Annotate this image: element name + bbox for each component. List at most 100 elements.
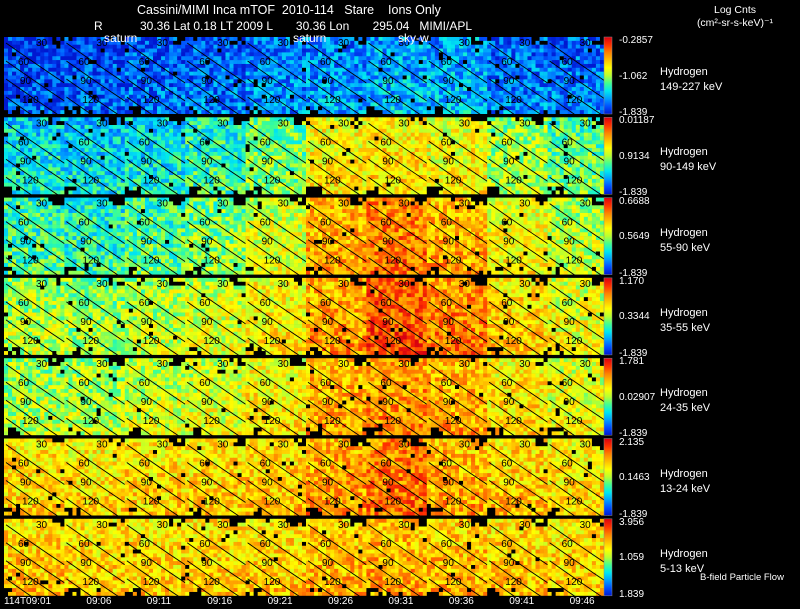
colorbar-title: Log Cnts (cm²-sr-s-keV)⁻¹ xyxy=(680,4,790,30)
contour-label: 90 xyxy=(141,76,153,87)
contour-line xyxy=(186,444,246,485)
contour-label: 90 xyxy=(322,397,334,408)
contour-label: 120 xyxy=(384,256,401,267)
contour-label: 90 xyxy=(382,478,394,489)
contour-label: 90 xyxy=(20,558,32,569)
contour-line xyxy=(247,381,307,423)
contour-line xyxy=(126,462,186,503)
contour-label: 120 xyxy=(22,416,39,427)
contour-label: 120 xyxy=(143,256,160,267)
image-frame: 30 60 90 120 xyxy=(64,277,126,379)
contour-label: 60 xyxy=(320,378,332,389)
contour-label: 90 xyxy=(322,478,334,489)
image-frame: 30 60 90 120 xyxy=(426,518,488,609)
contour-label: 60 xyxy=(139,137,151,148)
image-frame: 30 60 90 120 xyxy=(4,37,65,138)
contour-label: 30 xyxy=(278,38,290,49)
contour-label: 90 xyxy=(20,237,32,248)
contour-label: 60 xyxy=(18,298,30,309)
contour-label: 90 xyxy=(382,76,394,87)
image-frame: 30 60 90 120 xyxy=(4,117,65,218)
panel-2: 30 60 90 120 30 60 90 120 30 60 90 120 30 60 90 120 30 60… xyxy=(4,197,613,298)
contour-line xyxy=(549,203,609,244)
contour-label: 60 xyxy=(441,218,453,229)
contour-line xyxy=(549,363,609,405)
contour-label: 30 xyxy=(338,199,350,210)
colorbar-tick-min: -1.839 xyxy=(619,107,647,118)
contour-label: 120 xyxy=(384,95,401,106)
colorbar-tick-max: 3.956 xyxy=(619,517,644,528)
contour-label: 90 xyxy=(322,558,334,569)
image-frame: 30 60 90 120 xyxy=(185,197,246,298)
contour-line xyxy=(307,60,367,102)
contour-line xyxy=(428,542,488,584)
contour-label: 90 xyxy=(503,317,515,328)
panel-0: 30 60 90 120 30 60 90 120 30 60 90 120 30 60 90 120 30 60… xyxy=(4,36,613,138)
contour-label: 30 xyxy=(278,359,290,370)
frame-label-sky: sky-w xyxy=(398,31,429,45)
contour-label: 60 xyxy=(320,218,332,229)
contour-label: 60 xyxy=(380,57,392,68)
contour-label: 30 xyxy=(398,279,410,290)
contour-label: 60 xyxy=(260,218,272,229)
contour-line xyxy=(247,524,307,566)
contour-line xyxy=(126,363,186,405)
contour-line xyxy=(488,203,548,244)
contour-label: 90 xyxy=(141,317,153,328)
contour-label: 60 xyxy=(78,298,90,309)
contour-label: 60 xyxy=(320,137,332,148)
contour-label: 90 xyxy=(382,237,394,248)
image-frame: 30 60 90 120 xyxy=(185,277,246,379)
image-frame: 30 60 90 120 xyxy=(245,117,307,218)
contour-label: 90 xyxy=(503,558,515,569)
contour-line xyxy=(307,283,367,325)
contour-label: 120 xyxy=(324,497,341,508)
colorbar-tick-min: -1.839 xyxy=(619,268,647,279)
contour-label: 120 xyxy=(22,256,39,267)
contour-label: 60 xyxy=(380,137,392,148)
contour-label: 60 xyxy=(199,378,211,389)
contour-label: 120 xyxy=(203,577,220,588)
panel-species-label: Hydrogen 35-55 keV xyxy=(660,306,710,336)
contour-label: 30 xyxy=(459,279,471,290)
image-frame: 30 60 90 120 xyxy=(487,117,548,218)
contour-line xyxy=(247,301,307,343)
contour-label: 60 xyxy=(320,459,332,470)
contour-label: 30 xyxy=(519,359,531,370)
contour-label: 60 xyxy=(139,57,151,68)
image-frame: 30 60 90 120 xyxy=(185,37,246,138)
colorbar-tick-max: 0.6688 xyxy=(619,196,650,207)
colorbar-tick-min: -1.839 xyxy=(619,187,647,198)
contour-label: 30 xyxy=(459,38,471,49)
contour-line xyxy=(428,42,488,84)
energy-range: 24-35 keV xyxy=(660,401,710,416)
contour-label: 60 xyxy=(562,137,574,148)
colorbar-tick-min: -1.839 xyxy=(619,509,647,520)
contour-line xyxy=(126,122,186,164)
contour-line xyxy=(368,524,428,566)
contour-label: 120 xyxy=(264,336,281,347)
contour-label: 30 xyxy=(36,440,48,451)
energy-range: 90-149 keV xyxy=(660,160,716,175)
contour-label: 90 xyxy=(201,237,213,248)
contour-label: 60 xyxy=(320,57,332,68)
contour-line xyxy=(368,140,428,182)
contour-label: 30 xyxy=(398,359,410,370)
image-frame: 30 60 90 120 xyxy=(4,438,65,539)
contour-label: 120 xyxy=(22,95,39,106)
contour-line xyxy=(5,578,51,609)
contour-label: 30 xyxy=(278,440,290,451)
contour-label: 30 xyxy=(217,118,229,129)
contour-label: 30 xyxy=(157,359,169,370)
contour-label: 90 xyxy=(262,397,274,408)
contour-line xyxy=(66,444,126,485)
contour-label: 120 xyxy=(566,577,583,588)
contour-label: 60 xyxy=(380,218,392,229)
contour-label: 30 xyxy=(157,520,169,531)
contour-label: 30 xyxy=(278,199,290,210)
species: Hydrogen xyxy=(660,467,710,482)
species: Hydrogen xyxy=(660,226,710,241)
contour-line xyxy=(488,381,548,423)
contour-label: 60 xyxy=(18,378,30,389)
contour-label: 60 xyxy=(199,57,211,68)
